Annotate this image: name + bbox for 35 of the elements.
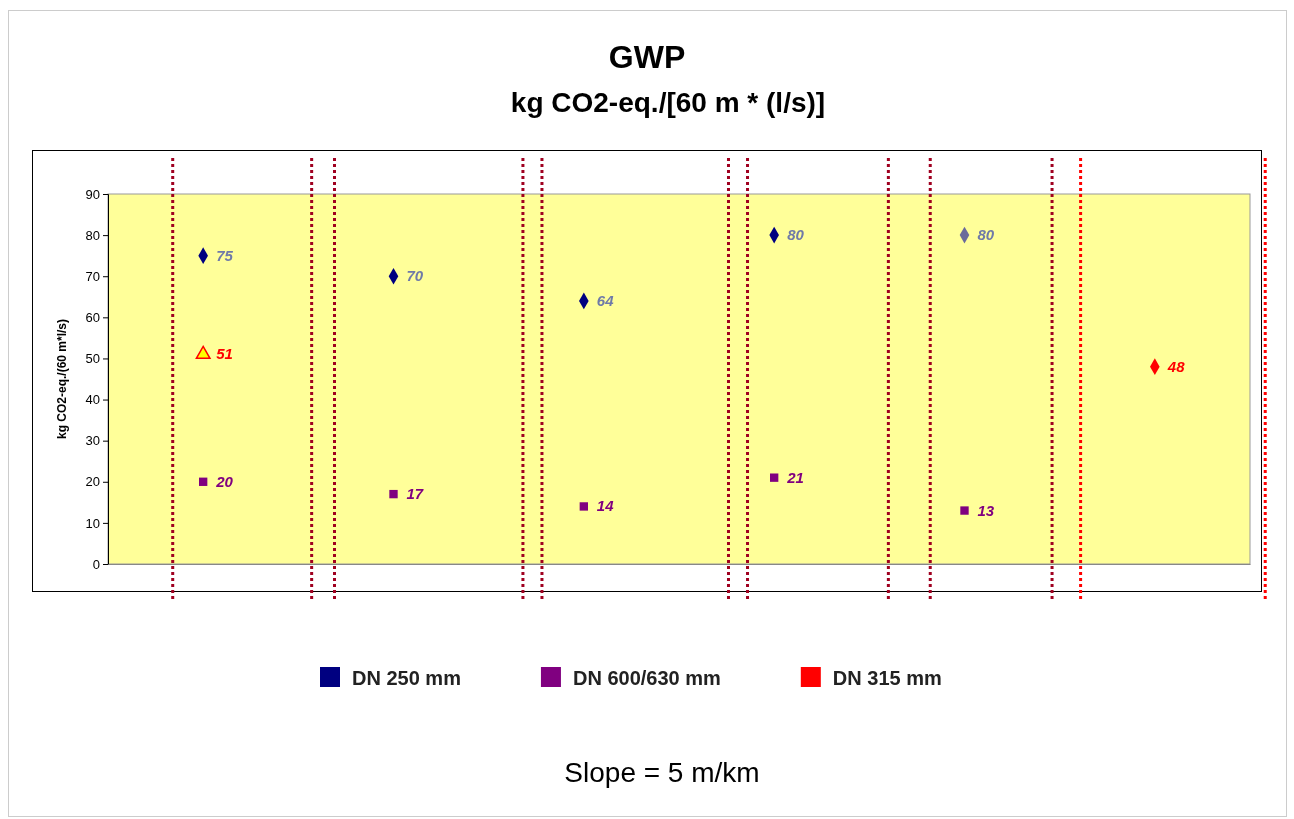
y-tick-label: 40: [85, 392, 100, 408]
data-label: 80: [787, 226, 805, 244]
legend-label: DN 250 mm: [352, 667, 461, 689]
y-tick-label: 90: [85, 186, 100, 202]
data-label: 51: [216, 345, 233, 363]
point: [389, 489, 398, 499]
y-tick-label: 0: [92, 556, 100, 572]
point: [579, 502, 589, 511]
y-tick-label: 70: [85, 268, 100, 284]
y-tick-label: 10: [85, 515, 100, 531]
y-tick-label: 80: [85, 227, 100, 243]
y-axis-title: kg CO2-eq./(60 m*l/s): [55, 318, 69, 440]
data-label: 80: [977, 226, 995, 244]
point: [960, 506, 969, 515]
chart-title: GWP: [608, 39, 686, 75]
data-label: 70: [406, 267, 424, 285]
legend-label: DN 315 mm: [832, 667, 942, 689]
data-label: 75: [216, 246, 234, 264]
point: [198, 477, 208, 486]
chart-subtitle: kg CO2-eq./[60 m * (l/s)]: [510, 87, 826, 118]
data-label: 48: [1166, 357, 1186, 375]
data-label: 13: [977, 501, 995, 519]
data-label: 21: [786, 468, 804, 486]
point: [195, 345, 211, 360]
data-label: 20: [215, 472, 234, 490]
data-label: 64: [596, 291, 615, 309]
data-label: 17: [406, 485, 424, 503]
text: Slope = 5 m/km: [564, 757, 760, 788]
y-tick-label: 50: [85, 351, 100, 367]
legend-label: DN 600/630 mm: [572, 667, 721, 689]
data-label: 14: [596, 497, 615, 515]
y-tick-label: 30: [85, 433, 100, 449]
point: [769, 473, 779, 482]
y-tick-label: 20: [85, 474, 100, 490]
y-tick-label: 60: [85, 309, 100, 325]
